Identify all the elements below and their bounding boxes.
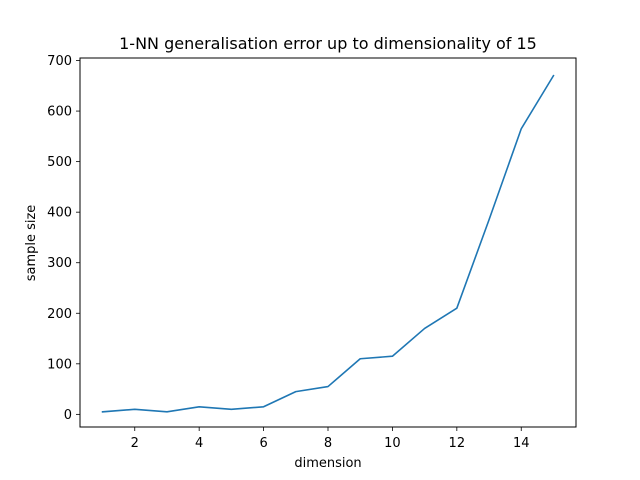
y-axis-label: sample size [24, 205, 39, 282]
y-tick-label: 500 [47, 155, 72, 170]
y-tick-label: 600 [47, 105, 72, 120]
x-tick-label: 12 [449, 436, 466, 451]
series-line-0 [101, 74, 555, 413]
y-tick-label: 0 [64, 408, 72, 423]
y-tick-label: 200 [47, 307, 72, 322]
x-tick-label: 4 [195, 436, 203, 451]
x-tick-label: 8 [324, 436, 332, 451]
x-axis-ticks: 2 4 6 8 10 12 14 [131, 427, 530, 451]
y-tick-label: 400 [47, 206, 72, 221]
x-tick-label: 6 [259, 436, 267, 451]
y-tick-label: 700 [47, 54, 72, 69]
plot-frame [79, 57, 577, 428]
x-tick-label: 10 [384, 436, 401, 451]
y-tick-label: 100 [47, 357, 72, 372]
y-tick-label: 300 [47, 256, 72, 271]
y-axis-ticks: 0 100 200 300 400 500 600 700 [47, 54, 80, 423]
x-tick-label: 14 [513, 436, 530, 451]
chart-title: 1-NN generalisation error up to dimensio… [119, 34, 537, 53]
x-tick-label: 2 [131, 436, 139, 451]
plot-area [101, 74, 555, 413]
x-axis-label: dimension [294, 456, 361, 471]
